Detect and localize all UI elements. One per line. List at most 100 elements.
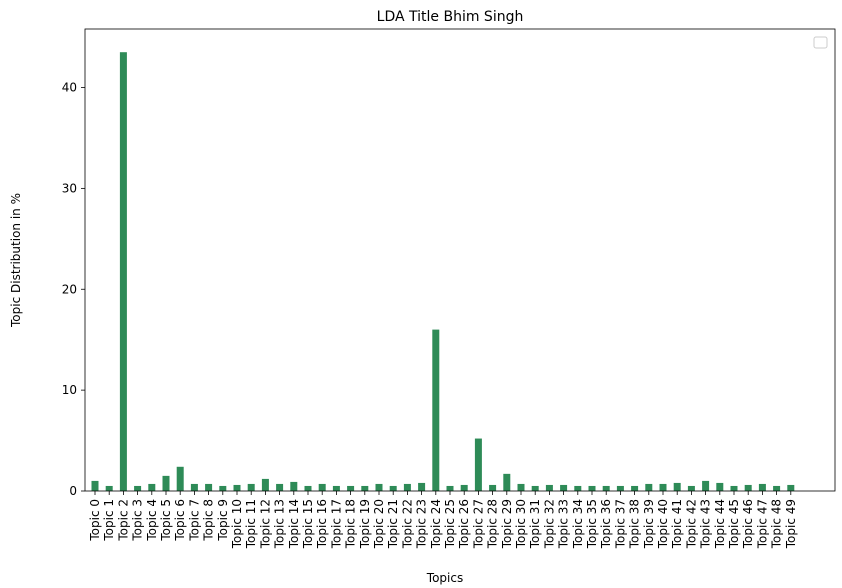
bar-topic-1 — [105, 485, 113, 491]
x-tick-label: Topic 9 — [216, 499, 230, 542]
bar-topic-10 — [233, 484, 241, 491]
bar-topic-39 — [645, 483, 653, 491]
bar-topic-38 — [631, 485, 639, 491]
x-tick-label: Topic 6 — [173, 499, 187, 542]
x-tick-label: Topic 1 — [102, 499, 116, 542]
x-tick-label: Topic 42 — [684, 499, 698, 549]
bar-topic-2 — [119, 52, 127, 491]
bar-topic-35 — [588, 485, 596, 491]
x-tick-label: Topic 25 — [443, 499, 457, 549]
x-tick-label: Topic 47 — [755, 499, 769, 549]
bar-topic-37 — [616, 485, 624, 491]
y-tick-label: 30 — [62, 181, 77, 195]
x-tick-label: Topic 27 — [471, 499, 485, 549]
y-tick-label: 40 — [62, 81, 77, 95]
x-tick-label: Topic 46 — [741, 499, 755, 549]
x-tick-label: Topic 8 — [202, 499, 216, 542]
x-tick-label: Topic 11 — [244, 499, 258, 549]
bar-topic-41 — [673, 482, 681, 491]
x-tick-label: Topic 7 — [187, 499, 201, 542]
bar-topic-20 — [375, 483, 383, 491]
bar-topic-21 — [389, 485, 397, 491]
bar-topic-26 — [460, 484, 468, 491]
bar-topic-7 — [190, 483, 198, 491]
bar-topic-48 — [773, 485, 781, 491]
x-tick-label: Topic 30 — [514, 499, 528, 549]
x-tick-label: Topic 28 — [486, 499, 500, 549]
x-tick-label: Topic 3 — [131, 499, 145, 542]
y-tick-label: 20 — [62, 282, 77, 296]
bar-topic-45 — [730, 485, 738, 491]
plot-frame — [84, 28, 836, 492]
x-tick-label: Topic 39 — [642, 499, 656, 549]
x-tick-label: Topic 40 — [656, 499, 670, 549]
x-tick-label: Topic 13 — [273, 499, 287, 549]
bar-topic-25 — [446, 485, 454, 491]
x-tick-label: Topic 15 — [301, 499, 315, 549]
bar-topic-15 — [304, 485, 312, 491]
x-tick-label: Topic 26 — [457, 499, 471, 549]
bar-topic-4 — [148, 483, 156, 491]
legend-box — [813, 36, 828, 49]
bar-topic-14 — [290, 481, 298, 491]
x-tick-label: Topic 33 — [557, 499, 571, 549]
bar-topic-31 — [531, 485, 539, 491]
x-tick-label: Topic 17 — [329, 499, 343, 549]
bar-topic-8 — [205, 483, 213, 491]
x-tick-label: Topic 14 — [287, 499, 301, 549]
bar-topic-49 — [787, 484, 795, 491]
x-axis-label: Topics — [426, 571, 463, 585]
bar-topic-47 — [758, 483, 766, 491]
x-tick-label: Topic 12 — [258, 499, 272, 549]
bar-topic-34 — [574, 485, 582, 491]
x-tick-label: Topic 4 — [145, 499, 159, 542]
bar-topic-12 — [261, 478, 269, 491]
bar-topic-11 — [247, 483, 255, 491]
bar-topic-30 — [517, 483, 525, 491]
x-tick-label: Topic 10 — [230, 499, 244, 549]
x-tick-label: Topic 20 — [372, 499, 386, 549]
x-tick-label: Topic 43 — [699, 499, 713, 549]
x-tick-label: Topic 38 — [628, 499, 642, 549]
y-tick-label: 10 — [62, 383, 77, 397]
bar-topic-44 — [716, 482, 724, 491]
bar-topic-46 — [744, 484, 752, 491]
bar-topic-18 — [347, 485, 355, 491]
bar-topic-36 — [602, 485, 610, 491]
x-tick-label: Topic 35 — [585, 499, 599, 549]
x-tick-label: Topic 24 — [429, 499, 443, 549]
x-tick-label: Topic 5 — [159, 499, 173, 542]
bar-topic-43 — [702, 480, 710, 491]
bar-topic-40 — [659, 483, 667, 491]
x-axis: Topic 0 Topic 1 Topic 2 Topic 3 Topic 4 Topic… — [88, 491, 798, 549]
y-axis-label: Topic Distribution in % — [9, 193, 23, 328]
x-tick-label: Topic 37 — [613, 499, 627, 549]
x-tick-label: Topic 22 — [400, 499, 414, 549]
x-tick-label: Topic 21 — [386, 499, 400, 549]
bar-topic-42 — [687, 485, 695, 491]
x-tick-label: Topic 23 — [415, 499, 429, 549]
bar-topic-28 — [489, 484, 497, 491]
chart-title: LDA Title Bhim Singh — [377, 9, 524, 25]
x-tick-label: Topic 36 — [599, 499, 613, 549]
bar-topic-0 — [91, 480, 99, 491]
x-tick-label: Topic 48 — [770, 499, 784, 549]
x-tick-label: Topic 45 — [727, 499, 741, 549]
bar-topic-32 — [545, 484, 553, 491]
x-tick-label: Topic 29 — [500, 499, 514, 549]
y-tick-label: 0 — [69, 484, 77, 498]
y-axis: 0 10 20 30 40 — [62, 81, 85, 498]
bar-topic-17 — [332, 485, 340, 491]
x-tick-label: Topic 19 — [358, 499, 372, 549]
bar-topic-23 — [418, 482, 426, 491]
bar-topic-6 — [176, 466, 184, 491]
x-tick-label: Topic 0 — [88, 499, 102, 542]
bar-topic-27 — [474, 438, 482, 491]
bar-topic-22 — [403, 483, 411, 491]
bar-topic-33 — [560, 484, 568, 491]
x-tick-label: Topic 18 — [344, 499, 358, 549]
bar-topic-29 — [503, 473, 511, 491]
x-tick-label: Topic 31 — [528, 499, 542, 549]
x-tick-label: Topic 34 — [571, 499, 585, 549]
x-tick-label: Topic 16 — [315, 499, 329, 549]
